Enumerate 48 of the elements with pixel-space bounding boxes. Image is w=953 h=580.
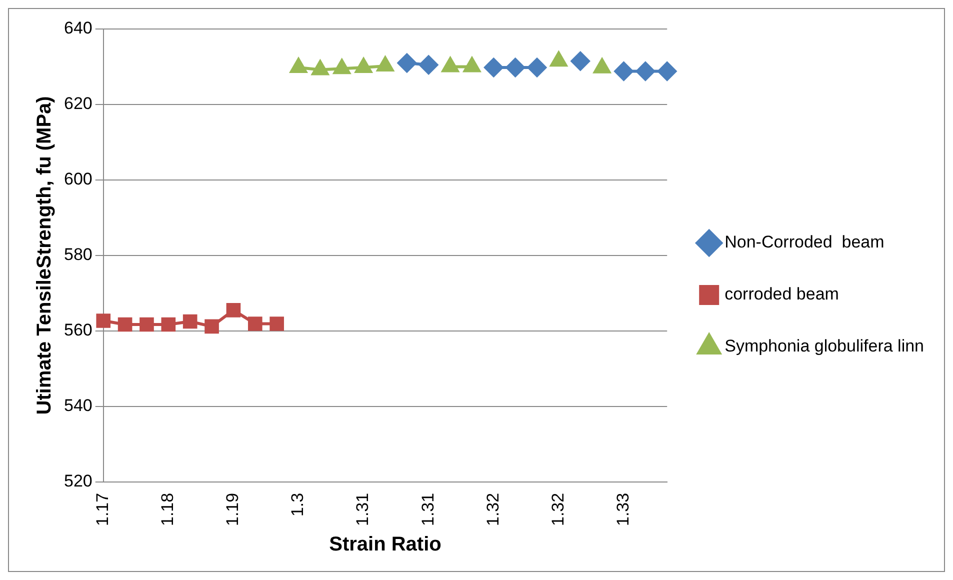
point bbox=[419, 55, 438, 74]
point bbox=[614, 62, 634, 81]
legend-label: Non-Corroded beam bbox=[724, 232, 884, 252]
point bbox=[570, 52, 590, 71]
y-tick-label: 560 bbox=[64, 320, 92, 340]
y-tick-label: 580 bbox=[64, 245, 92, 264]
x-tick-label: 1.18 bbox=[158, 492, 178, 526]
point bbox=[312, 60, 329, 76]
y-tick-label: 640 bbox=[64, 18, 92, 38]
point bbox=[442, 57, 459, 72]
point bbox=[397, 53, 416, 72]
point bbox=[226, 303, 241, 318]
x-tick-label: 1.33 bbox=[613, 492, 632, 526]
point bbox=[506, 58, 525, 77]
point bbox=[376, 56, 394, 72]
point bbox=[355, 58, 372, 73]
y-axis-title: Utimate TensileStrength, fu (MPa) bbox=[34, 96, 56, 415]
x-axis-title: Strain Ratio bbox=[329, 534, 442, 556]
point bbox=[464, 57, 480, 72]
x-tick-label: 1.32 bbox=[483, 492, 502, 526]
y-tick-label: 600 bbox=[64, 170, 92, 189]
point bbox=[550, 52, 568, 67]
point bbox=[636, 62, 655, 81]
y-tick-label: 540 bbox=[64, 396, 92, 416]
x-tick-label: 1.17 bbox=[93, 492, 112, 526]
x-tick-label: 1.3 bbox=[288, 492, 308, 517]
x-tick-label: 1.32 bbox=[548, 492, 568, 526]
point bbox=[290, 58, 307, 73]
x-tick-label: 1.31 bbox=[353, 492, 372, 526]
point bbox=[528, 58, 547, 77]
point bbox=[140, 317, 154, 332]
point bbox=[161, 317, 176, 332]
point bbox=[484, 58, 504, 77]
point bbox=[118, 317, 132, 332]
point bbox=[594, 58, 610, 74]
y-tick-label: 620 bbox=[64, 94, 92, 114]
x-tick-label: 1.19 bbox=[223, 492, 242, 526]
point bbox=[270, 316, 284, 331]
point bbox=[182, 314, 198, 329]
point bbox=[658, 62, 677, 81]
x-tick-label: 1.31 bbox=[418, 492, 438, 526]
legend-label: corroded beam bbox=[724, 284, 839, 304]
point bbox=[248, 316, 262, 331]
legend-label: Symphonia globulifera linn bbox=[724, 336, 924, 356]
point bbox=[333, 59, 350, 74]
point bbox=[96, 314, 111, 328]
y-tick-label: 520 bbox=[64, 472, 92, 491]
point bbox=[204, 319, 219, 334]
